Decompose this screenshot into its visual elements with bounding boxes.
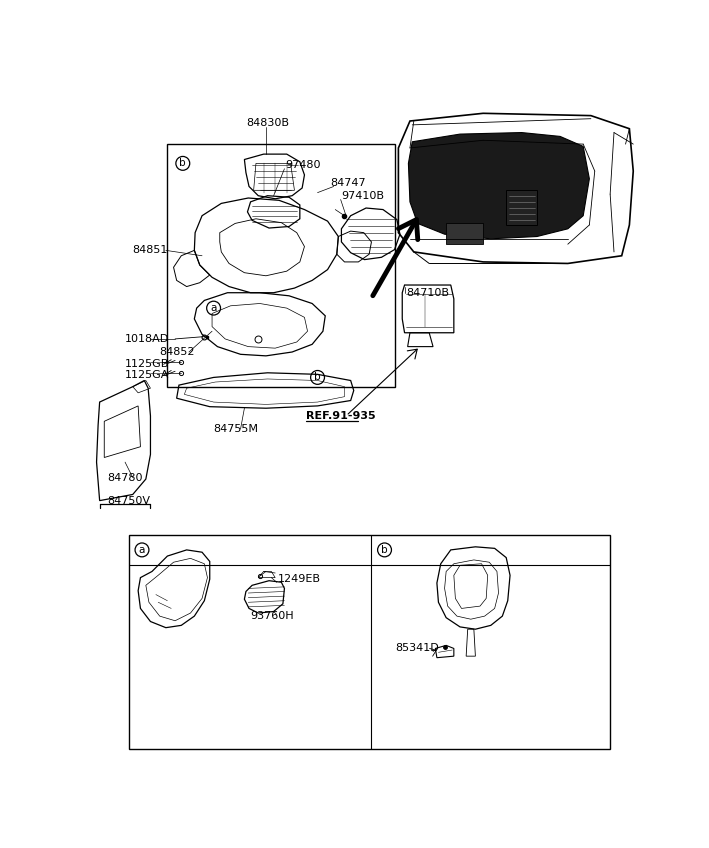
Text: 97480: 97480 [285, 160, 320, 170]
Text: a: a [139, 545, 145, 555]
Text: 93760H: 93760H [250, 611, 294, 621]
Polygon shape [506, 190, 537, 225]
Polygon shape [446, 223, 483, 244]
Text: 1018AD: 1018AD [125, 334, 169, 344]
Ellipse shape [437, 161, 498, 209]
Text: 97410B: 97410B [342, 191, 384, 201]
Text: b: b [179, 159, 186, 169]
Circle shape [476, 179, 488, 191]
Text: 84755M: 84755M [213, 424, 259, 434]
Text: 84750V: 84750V [107, 495, 150, 505]
Text: 84852: 84852 [160, 347, 195, 357]
Text: 84830B: 84830B [246, 119, 289, 128]
Circle shape [449, 199, 461, 212]
Text: 84710B: 84710B [406, 287, 449, 298]
Polygon shape [398, 114, 633, 264]
Text: 1125GB: 1125GB [125, 360, 169, 370]
Text: REF.91-935: REF.91-935 [306, 411, 376, 421]
Text: 1249EB: 1249EB [277, 574, 320, 584]
Text: 85341D: 85341D [396, 644, 439, 654]
Polygon shape [408, 132, 589, 239]
Text: b: b [314, 372, 321, 382]
Bar [167, 144, 394, 387]
Text: 1125GA: 1125GA [125, 370, 169, 380]
Text: 84747: 84747 [330, 177, 367, 187]
Text: 84780: 84780 [107, 472, 143, 483]
Circle shape [466, 170, 497, 200]
Circle shape [450, 179, 462, 191]
Text: 84851: 84851 [133, 245, 168, 255]
Bar [129, 535, 610, 749]
Circle shape [451, 217, 459, 225]
Circle shape [440, 170, 471, 200]
Text: a: a [211, 303, 217, 313]
Text: b: b [381, 545, 388, 555]
